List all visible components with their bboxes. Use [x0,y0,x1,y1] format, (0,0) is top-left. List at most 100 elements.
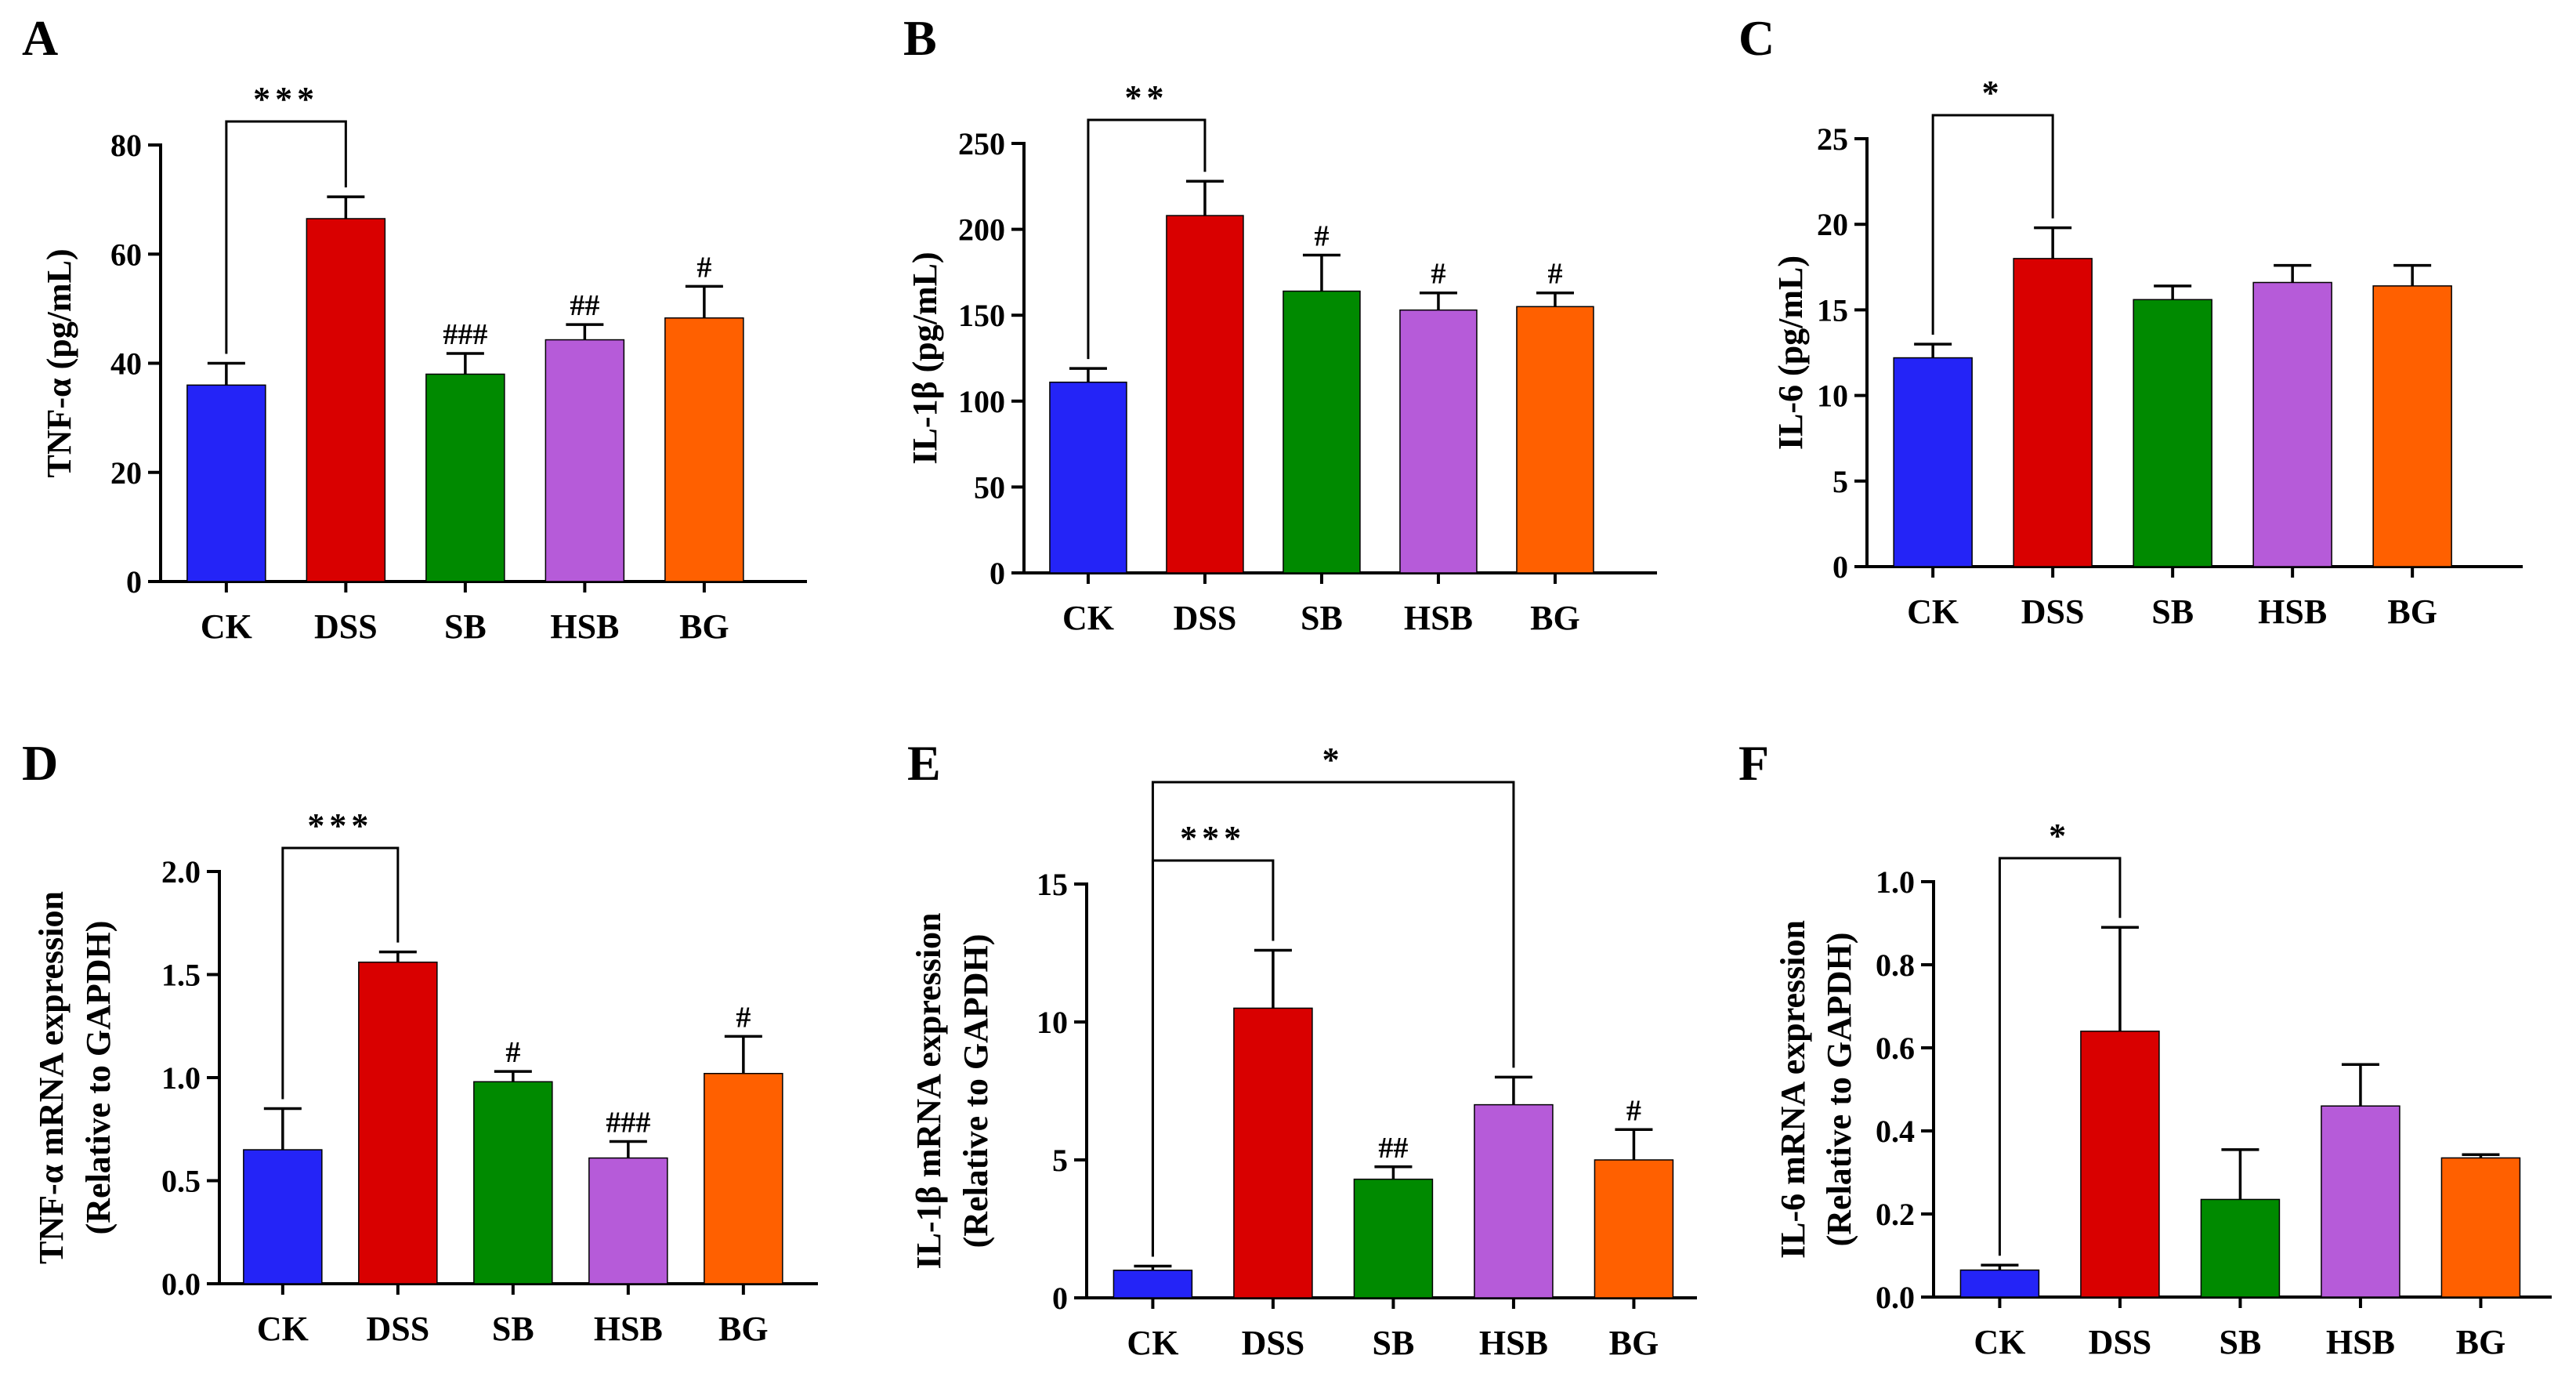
bar-sb [473,1081,553,1285]
significance-annotation: # [1431,258,1445,291]
y-tick-label: 5 [1052,1143,1068,1178]
y-tick-label: 0.2 [1876,1197,1915,1232]
significance-star: *** [253,80,319,118]
x-tick-label: BG [679,607,729,646]
significance-bracket [281,846,400,1100]
significance-annotation: # [1626,1094,1641,1127]
panel-label: F [1738,735,1769,791]
panel-e: E IL-1β mRNA expression (Relative to GAPDH… [907,735,1697,1362]
y-tick-label: 200 [958,212,1005,248]
panel-b: B IL-1β (pg/mL) 0 50 100 150 200 250 CK DSS SB # HSB… [903,10,1657,637]
bar-hsb [1399,309,1478,574]
significance-star: *** [307,806,373,845]
y-axis-subtitle: (Relative to GAPDH) [1820,933,1858,1247]
x-tick-label: SB [2151,592,2194,631]
y-tick-label: 2.0 [161,854,201,890]
bar-ck [1893,357,1973,567]
bar-sb [2133,299,2212,567]
bar-hsb [588,1157,668,1285]
significance-star: * [1982,74,2004,112]
y-tick-label: 20 [1817,207,1848,242]
bar-hsb [2252,281,2332,567]
bar-bg [1594,1159,1674,1299]
x-tick-label: CK [257,1310,309,1348]
x-tick-label: HSB [1479,1324,1548,1362]
bar-sb [2200,1198,2281,1298]
x-tick-label: HSB [1404,599,1473,637]
bar-dss [1233,1007,1313,1299]
bar-ck [186,384,266,582]
y-axis-title: IL-1β (pg/mL) [906,252,944,464]
significance-annotation: # [1314,219,1329,252]
bar-dss [2080,1031,2160,1298]
bar-ck [1049,381,1127,574]
y-axis-title: TNF-α (pg/mL) [40,248,78,477]
x-tick-label: CK [201,607,252,646]
x-tick-label: BG [2387,592,2437,631]
significance-annotation: ### [443,318,487,351]
significance-annotation: # [1547,258,1562,291]
significance-annotation: # [505,1036,520,1069]
x-tick-label: DSS [1174,599,1237,637]
bar-hsb [545,339,625,582]
bar-ck [1959,1269,2040,1298]
significance-bracket [1151,781,1515,1257]
y-tick-label: 0 [990,556,1005,591]
significance-annotation: # [696,251,711,284]
y-axis-title: IL-6 mRNA expression [1774,920,1812,1259]
bar-bg [1516,306,1594,574]
y-tick-label: 0.5 [161,1164,201,1199]
y-tick-label: 0.4 [1876,1114,1915,1149]
y-tick-label: 10 [1817,379,1848,414]
y-tick-label: 40 [110,346,142,382]
y-tick-label: 80 [110,128,142,163]
significance-bracket [1931,114,2054,335]
bar-sb [1283,290,1361,574]
panel-label: B [903,10,937,66]
y-tick-label: 0 [1833,549,1848,585]
y-axis-subtitle: (Relative to GAPDH) [957,934,995,1248]
panel-label: D [22,735,58,791]
bar-bg [2372,285,2452,567]
y-tick-label: 5 [1833,464,1848,499]
significance-annotation: ## [1378,1132,1408,1165]
significance-star: ** [1124,78,1168,117]
bar-hsb [1474,1103,1554,1299]
x-tick-label: HSB [594,1310,663,1348]
x-tick-label: BG [718,1310,769,1348]
x-tick-label: HSB [550,607,619,646]
x-tick-label: DSS [2089,1323,2152,1361]
x-tick-label: SB [492,1310,534,1348]
x-tick-label: BG [1609,1324,1659,1362]
y-axis-subtitle: (Relative to GAPDH) [79,921,118,1235]
y-tick-label: 0.8 [1876,948,1915,983]
significance-star: * [2049,817,2071,855]
y-tick-label: 15 [1817,292,1848,328]
x-tick-label: BG [2456,1323,2506,1361]
x-tick-label: DSS [366,1310,429,1348]
y-axis-title: TNF-α mRNA expression [32,891,71,1264]
x-tick-label: CK [1127,1324,1178,1362]
panel-label: E [907,735,941,791]
panel-f: F IL-6 mRNA expression (Relative to GAPDH)… [1738,735,2552,1361]
x-tick-label: DSS [1242,1324,1305,1362]
significance-bracket [1087,118,1207,360]
y-tick-label: 25 [1817,121,1848,157]
x-tick-label: DSS [2021,592,2085,631]
y-tick-label: 0.0 [161,1266,201,1302]
significance-annotation: # [736,1001,751,1034]
bar-ck [243,1149,323,1285]
bar-sb [1353,1178,1434,1299]
x-tick-label: BG [1530,599,1580,637]
bar-hsb [2321,1105,2401,1298]
significance-bracket [1998,857,2122,1256]
y-tick-label: 250 [958,126,1005,161]
y-tick-label: 0 [1052,1281,1068,1316]
bar-bg [664,317,744,582]
bar-dss [2013,258,2093,567]
y-tick-label: 150 [958,298,1005,333]
y-axis-title: IL-1β mRNA expression [910,912,948,1269]
y-tick-label: 50 [974,469,1005,505]
panel-c: C IL-6 (pg/mL) 0 5 10 15 20 25 CK DSS SB HSB BG * [1738,10,2523,631]
y-tick-label: 15 [1037,867,1068,902]
